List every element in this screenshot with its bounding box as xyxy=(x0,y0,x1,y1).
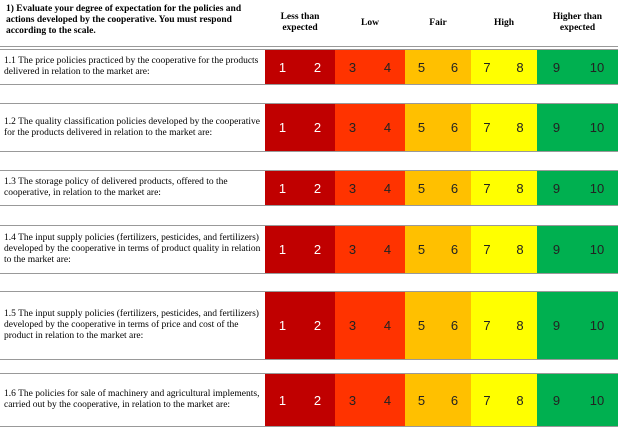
divider xyxy=(0,103,618,104)
header-title: 1) Evaluate your degree of expectation f… xyxy=(6,4,242,36)
scale-option: 6 xyxy=(438,292,471,359)
scale-option: 6 xyxy=(438,171,471,205)
scale-option: 8 xyxy=(503,171,537,205)
question-text: 1.3 The storage policy of delivered prod… xyxy=(4,177,228,198)
scale-option: 2 xyxy=(300,50,335,84)
scale-option: 2 xyxy=(300,292,335,359)
scale-option: 7 xyxy=(471,50,503,84)
scale-option: 2 xyxy=(300,374,335,426)
scale-option: 7 xyxy=(471,171,503,205)
divider xyxy=(0,291,618,292)
scale-option: 9 xyxy=(537,50,576,84)
scale-option: 1 xyxy=(265,226,300,273)
question-text: 1.6 The policies for sale of machinery a… xyxy=(4,389,260,410)
scale-option: 8 xyxy=(503,226,537,273)
scale-option: 7 xyxy=(471,104,503,151)
scale-option: 4 xyxy=(370,104,405,151)
scale-option: 8 xyxy=(503,292,537,359)
scale-option: 4 xyxy=(370,226,405,273)
divider xyxy=(0,359,618,360)
scale-option: 2 xyxy=(300,104,335,151)
scale-heading: Low xyxy=(361,17,379,28)
scale-option: 3 xyxy=(335,50,370,84)
divider xyxy=(0,205,618,206)
scale-option: 4 xyxy=(370,50,405,84)
scale-option: 8 xyxy=(503,50,537,84)
scale-option: 4 xyxy=(370,292,405,359)
divider xyxy=(0,46,618,47)
scale-option: 1 xyxy=(265,292,300,359)
scale-option: 3 xyxy=(335,171,370,205)
scale-option: 10 xyxy=(576,292,618,359)
question-text: 1.5 The input supply policies (fertilize… xyxy=(4,309,259,341)
scale-option: 5 xyxy=(405,171,438,205)
scale-option: 2 xyxy=(300,171,335,205)
scale-heading: Higher than expected xyxy=(552,12,603,33)
scale-option: 9 xyxy=(537,226,576,273)
divider xyxy=(0,84,618,85)
question-text: 1.1 The price policies practiced by the … xyxy=(4,56,259,77)
scale-option: 8 xyxy=(503,104,537,151)
scale-option: 8 xyxy=(503,374,537,426)
scale-option: 1 xyxy=(265,171,300,205)
scale-option: 9 xyxy=(537,171,576,205)
scale-option: 5 xyxy=(405,292,438,359)
scale-option: 1 xyxy=(265,50,300,84)
scale-option: 6 xyxy=(438,50,471,84)
scale-option: 7 xyxy=(471,374,503,426)
scale-option: 3 xyxy=(335,292,370,359)
divider xyxy=(0,49,618,50)
scale-option: 9 xyxy=(537,292,576,359)
divider xyxy=(0,170,618,171)
scale-option: 10 xyxy=(576,104,618,151)
divider xyxy=(0,273,618,274)
scale-option: 4 xyxy=(370,374,405,426)
scale-option: 3 xyxy=(335,104,370,151)
scale-option: 6 xyxy=(438,374,471,426)
scale-option: 10 xyxy=(576,171,618,205)
scale-option: 5 xyxy=(405,50,438,84)
scale-heading: Less than expected xyxy=(280,12,320,33)
scale-option: 5 xyxy=(405,226,438,273)
scale-option: 5 xyxy=(405,104,438,151)
scale-option: 10 xyxy=(576,226,618,273)
scale-option: 10 xyxy=(576,374,618,426)
question-text: 1.4 The input supply policies (fertilize… xyxy=(4,233,261,265)
divider xyxy=(0,373,618,374)
scale-heading: Fair xyxy=(429,17,447,28)
scale-option: 5 xyxy=(405,374,438,426)
divider xyxy=(0,225,618,226)
scale-option: 3 xyxy=(335,226,370,273)
scale-option: 6 xyxy=(438,104,471,151)
scale-option: 3 xyxy=(335,374,370,426)
question-text: 1.2 The quality classification policies … xyxy=(4,116,260,138)
scale-option: 9 xyxy=(537,104,576,151)
scale-option: 1 xyxy=(265,374,300,426)
scale-option: 7 xyxy=(471,292,503,359)
scale-option: 7 xyxy=(471,226,503,273)
divider xyxy=(0,151,618,152)
scale-option: 6 xyxy=(438,226,471,273)
scale-option: 10 xyxy=(576,50,618,84)
scale-option: 9 xyxy=(537,374,576,426)
scale-option: 4 xyxy=(370,171,405,205)
scale-option: 2 xyxy=(300,226,335,273)
scale-option: 1 xyxy=(265,104,300,151)
scale-heading: High xyxy=(493,17,515,28)
